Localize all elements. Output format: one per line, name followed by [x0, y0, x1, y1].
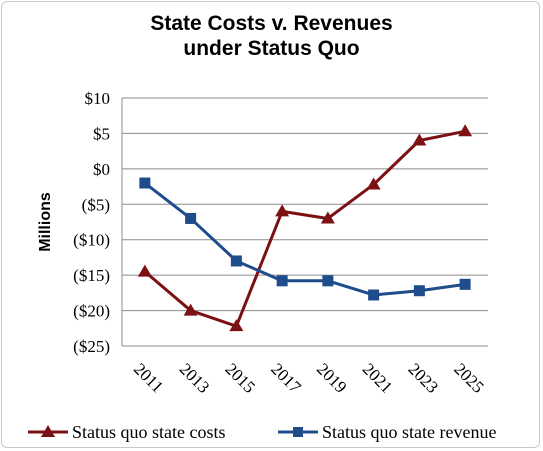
x-tick-label: 2013: [176, 359, 213, 396]
chart-title-line-2: under Status Quo: [183, 37, 360, 60]
data-point-triangle: [412, 133, 427, 146]
data-point-square: [322, 275, 334, 287]
chart-title-line-1: State Costs v. Revenues: [150, 12, 393, 35]
data-point-square: [230, 255, 242, 267]
x-tick-label: 2015: [222, 359, 259, 396]
y-tick-label: $10: [85, 89, 111, 108]
legend-revenue-label: Status quo state revenue: [322, 421, 497, 442]
x-tick-label: 2025: [450, 359, 487, 396]
data-point-square: [459, 278, 471, 290]
series-line: [143, 129, 466, 328]
data-point-triangle: [137, 264, 152, 277]
y-tick-label: ($15): [73, 266, 110, 285]
x-tick-label: 2017: [267, 359, 305, 397]
chart-title: State Costs v. Revenues under Status Quo: [0, 11, 543, 61]
y-tick-label: ($20): [73, 302, 110, 321]
series: [137, 124, 473, 332]
x-tick-labels: 2011 2013 2015 2017 2019 2021 2023 2025: [130, 359, 488, 397]
data-point-square: [413, 285, 425, 297]
y-tick-label: ($5): [82, 195, 110, 214]
legend: Status quo state costs Status quo state …: [0, 420, 543, 446]
series-line: [143, 181, 466, 297]
x-tick-label: 2019: [313, 359, 350, 396]
line-chart: $10 $5 $0 ($5) ($10) ($15) ($20) ($25) 2011 2013…: [37, 89, 488, 397]
y-tick-label: $5: [93, 124, 110, 143]
data-point-square: [276, 275, 288, 287]
y-tick-label: ($10): [73, 231, 110, 250]
data-point-triangle: [458, 124, 473, 137]
legend-costs-label: Status quo state costs: [72, 421, 226, 442]
legend-item-revenue: Status quo state revenue: [278, 420, 496, 444]
series-costs: [137, 124, 473, 332]
data-point-square: [139, 177, 151, 189]
x-tick-label: 2023: [405, 359, 442, 396]
data-point-triangle: [183, 303, 198, 316]
data-point-triangle: [320, 211, 335, 224]
y-tick-label: ($25): [73, 337, 110, 356]
gridlines: [122, 97, 488, 312]
x-tick-label: 2011: [130, 359, 167, 396]
data-point-triangle: [275, 204, 290, 217]
legend-costs-swatch: [28, 425, 68, 437]
series-revenue: [139, 177, 471, 301]
x-tick-label: 2021: [359, 359, 396, 396]
axes: [121, 98, 488, 347]
data-point-triangle: [366, 177, 381, 190]
y-tick-labels: $10 $5 $0 ($5) ($10) ($15) ($20) ($25): [73, 89, 110, 356]
data-point-square: [368, 289, 380, 301]
data-point-triangle: [229, 319, 244, 332]
y-tick-label: $0: [93, 160, 110, 179]
y-axis-label: Millions: [37, 192, 54, 252]
legend-revenue-swatch: [278, 427, 318, 437]
legend-item-costs: Status quo state costs: [28, 420, 226, 444]
data-point-square: [185, 212, 197, 224]
